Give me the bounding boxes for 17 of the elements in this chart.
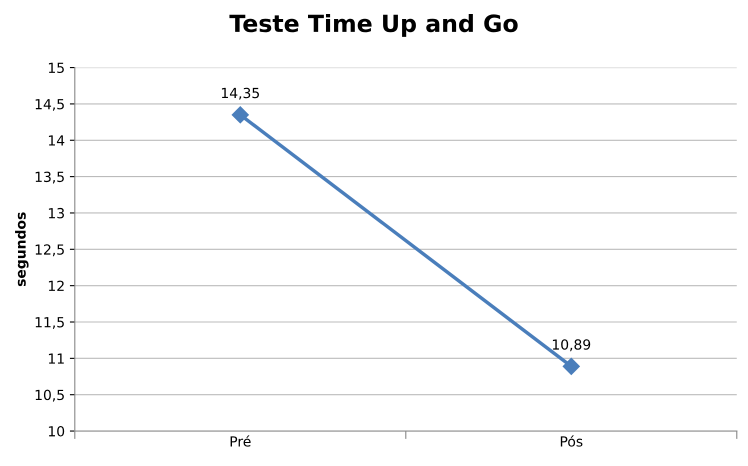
y-tick-label: 13 [48,208,64,218]
y-axis-title: segundos [15,212,29,286]
x-tick-label: Pós [560,435,582,447]
y-tick-label: 10 [48,426,64,437]
y-tick-label: 10,5 [36,390,64,402]
x-tick-label: Pré [230,435,251,447]
y-tick-label: 13,5 [36,172,64,184]
y-tick-label: 12 [48,280,64,291]
data-label: 10,89 [552,339,590,352]
y-tick-label: 14,5 [36,99,64,111]
y-tick-label: 11,5 [36,317,64,329]
y-tick-label: 15 [48,62,64,74]
data-label: 14,35 [222,88,259,100]
chart-title: Teste Time Up and Go [229,14,518,37]
y-tick-label: 12,5 [36,244,64,256]
y-tick-label: 11 [48,354,64,364]
y-tick-label: 14 [48,135,64,146]
